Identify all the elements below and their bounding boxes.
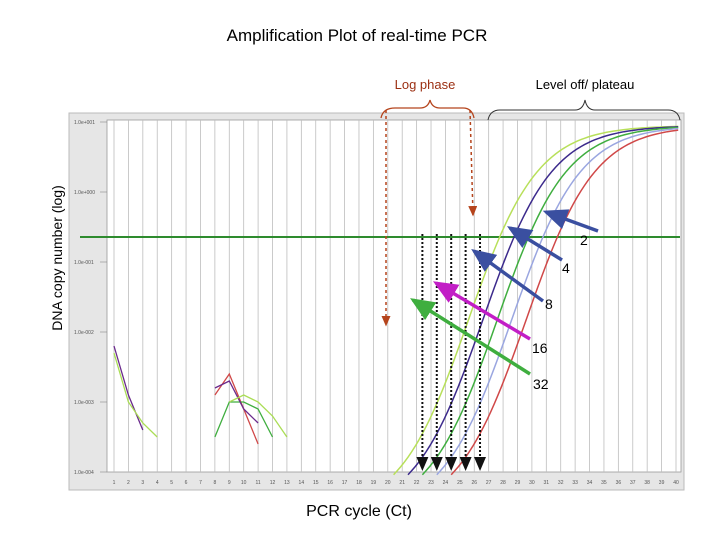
amplification-curve (436, 127, 679, 476)
amplification-curve (393, 125, 679, 476)
y-tick-label: 1.0e-001 (74, 260, 94, 266)
x-tick-label: 32 (558, 480, 564, 486)
fold-arrow-32 (410, 298, 531, 376)
x-tick-label: 3 (141, 480, 144, 486)
x-tick-label: 12 (270, 480, 276, 486)
x-tick-label: 30 (529, 480, 535, 486)
fold-label-16: 16 (532, 340, 548, 356)
x-tick-label: 39 (659, 480, 665, 486)
x-tick-label: 14 (299, 480, 305, 486)
baseline-noise (113, 345, 288, 445)
x-tick-label: 40 (673, 480, 679, 486)
plateau-label: Level off/ plateau (536, 77, 635, 92)
y-tick-labels: 1.0e+001 1.0e+000 1.0e-001 1.0e-002 1.0e-003… (74, 120, 107, 476)
x-tick-label: 31 (544, 480, 550, 486)
x-tick-label: 34 (587, 480, 593, 486)
ct-drop-arrows (416, 234, 487, 471)
fold-arrow-4 (507, 226, 563, 262)
x-tick-label: 36 (616, 480, 622, 486)
x-tick-label: 2 (127, 480, 130, 486)
x-axis-label: PCR cycle (Ct) (306, 503, 412, 520)
y-tick-label: 1.0e+001 (74, 120, 95, 126)
fold-label-8: 8 (545, 296, 553, 312)
x-tick-label: 29 (515, 480, 521, 486)
x-tick-label: 16 (327, 480, 333, 486)
noise-curve (214, 380, 259, 424)
x-tick-label: 21 (399, 480, 405, 486)
amplification-curves (393, 125, 679, 476)
log-phase-bracket (380, 99, 475, 119)
fold-label-32: 32 (533, 376, 549, 392)
plateau-bracket (487, 99, 681, 121)
x-tick-label: 11 (256, 480, 261, 486)
chart-title: Amplification Plot of real-time PCR (227, 26, 488, 45)
noise-curve (229, 394, 288, 438)
x-tick-label: 35 (601, 480, 607, 486)
noise-curve (214, 401, 274, 438)
noise-curve (113, 352, 158, 438)
plot-inner (106, 119, 682, 473)
x-tick-labels: 1 2 3 4 5 6 7 8 9 10 11 12 13 14 15 16 17 18 19 20 21 22 23 24 2… (113, 480, 679, 486)
x-tick-label: 6 (185, 480, 188, 486)
x-tick-label: 5 (170, 480, 173, 486)
x-tick-label: 4 (156, 480, 159, 486)
x-tick-label: 20 (385, 480, 391, 486)
x-tick-label: 19 (371, 480, 377, 486)
x-tick-label: 10 (241, 480, 247, 486)
amplification-curve (407, 126, 679, 476)
x-tick-label: 33 (572, 480, 578, 486)
y-tick-label: 1.0e-003 (74, 400, 94, 406)
y-tick-label: 1.0e-002 (74, 330, 94, 336)
fold-arrow-2 (542, 209, 599, 233)
x-tick-label: 18 (356, 480, 362, 486)
x-tick-label: 8 (213, 480, 216, 486)
fold-arrow-8 (471, 248, 545, 303)
y-tick-label: 1.0e-004 (74, 470, 94, 476)
x-tick-label: 17 (342, 480, 348, 486)
y-tick-label: 1.0e+000 (74, 190, 95, 196)
x-tick-label: 37 (630, 480, 636, 486)
x-tick-label: 38 (644, 480, 650, 486)
x-tick-label: 27 (486, 480, 492, 486)
x-tick-label: 25 (457, 480, 463, 486)
x-tick-label: 1 (113, 480, 116, 486)
x-tick-label: 23 (428, 480, 434, 486)
x-tick-label: 24 (443, 480, 449, 486)
x-tick-label: 22 (414, 480, 420, 486)
y-axis-label: DNA copy number (log) (49, 185, 65, 331)
log-phase-label: Log phase (395, 77, 456, 92)
x-tick-label: 26 (471, 480, 477, 486)
x-tick-label: 13 (284, 480, 290, 486)
noise-curve (113, 345, 144, 431)
x-tick-label: 28 (500, 480, 506, 486)
x-tick-label: 15 (313, 480, 319, 486)
amplification-curve (421, 126, 679, 476)
fold-arrow-16 (432, 281, 531, 341)
x-tick-label: 7 (199, 480, 202, 486)
fold-label-4: 4 (562, 260, 570, 276)
fold-label-2: 2 (580, 232, 588, 248)
x-tick-label: 9 (228, 480, 231, 486)
